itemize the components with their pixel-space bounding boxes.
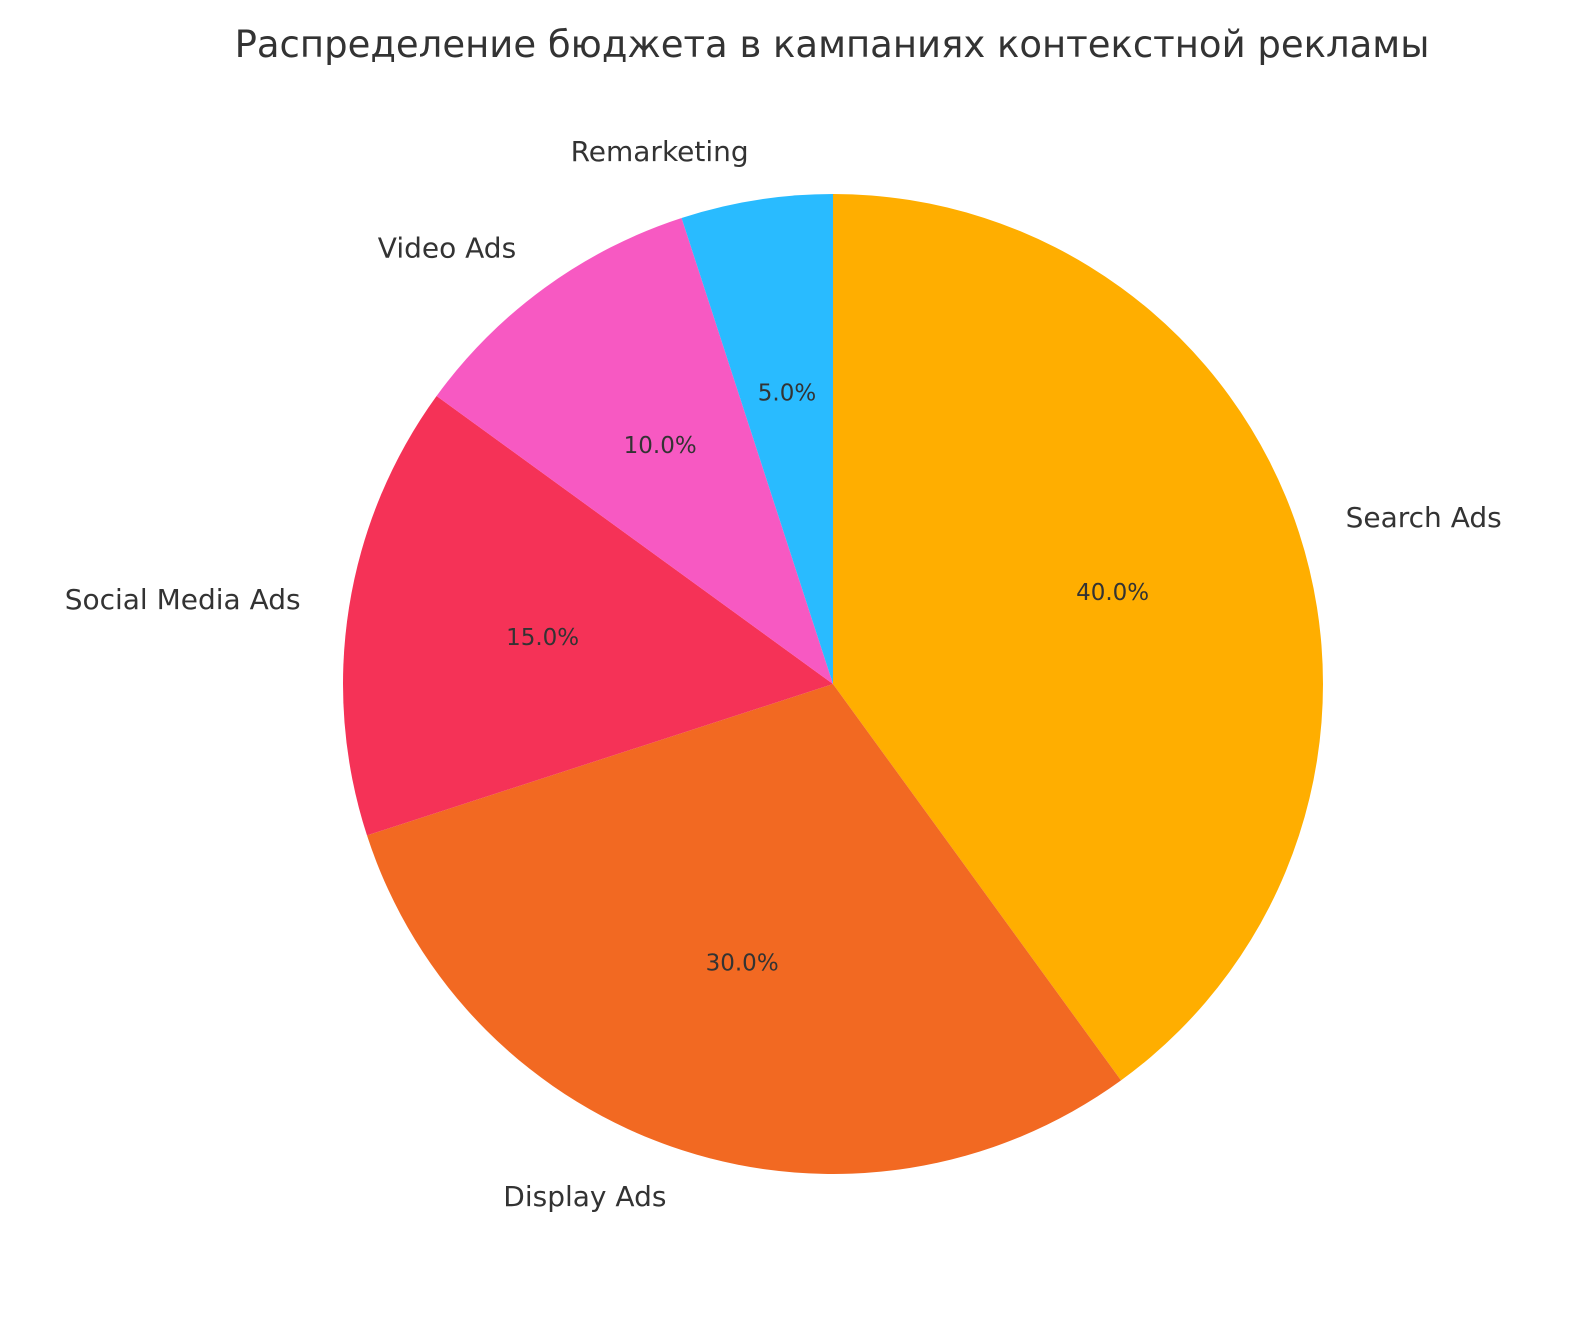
slice-label: Social Media Ads xyxy=(65,583,301,616)
pie-slice-social-media-ads xyxy=(343,395,833,836)
pie-slice-display-ads xyxy=(366,684,1122,1174)
slice-percent-label: 40.0% xyxy=(1076,580,1149,606)
pie-slice-remarketing xyxy=(681,194,833,684)
slice-label: Search Ads xyxy=(1346,501,1502,534)
slice-percent-label: 5.0% xyxy=(758,381,816,407)
slice-percent-label: 15.0% xyxy=(506,625,579,651)
pie-slice-video-ads xyxy=(436,217,833,684)
pie-slice-search-ads xyxy=(833,194,1323,1081)
slice-label: Video Ads xyxy=(378,231,516,264)
slice-label: Display Ads xyxy=(503,1180,666,1213)
slice-label: Remarketing xyxy=(571,135,749,168)
chart-title: Распределение бюджета в кампаниях контек… xyxy=(235,23,1430,66)
slice-percent-label: 10.0% xyxy=(624,433,697,459)
slice-percent-label: 30.0% xyxy=(706,951,779,977)
